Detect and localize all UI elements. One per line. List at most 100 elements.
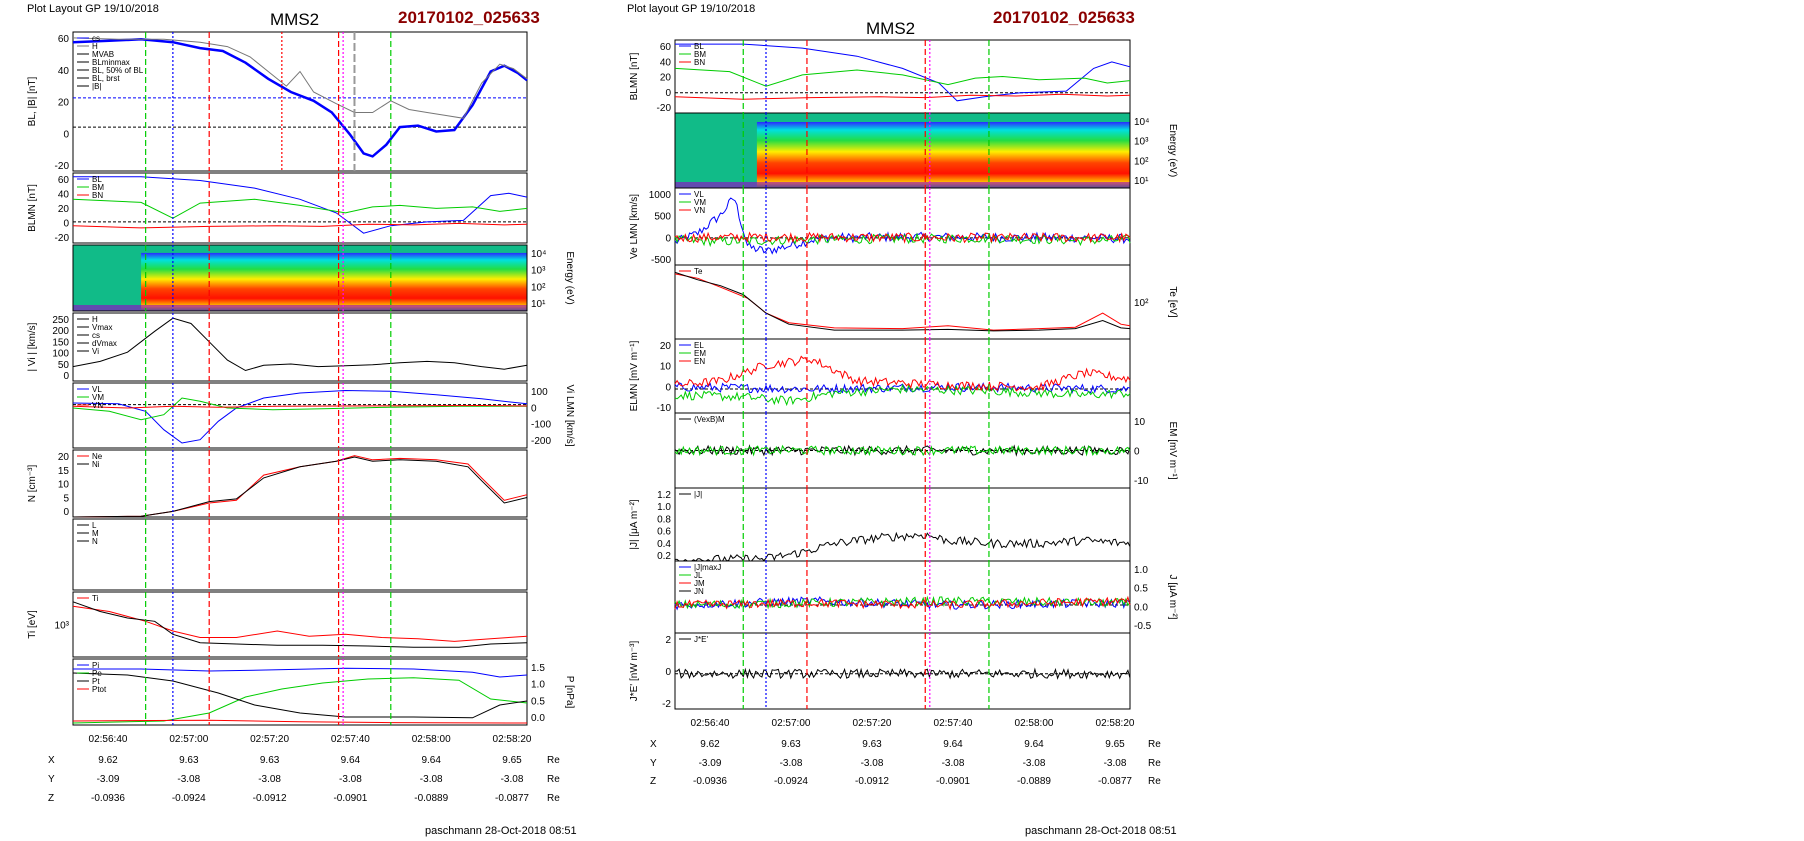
series-Pi (72, 677, 528, 724)
y-tick-label-right: -100 (531, 420, 551, 431)
ephemeris-row-label: Y (650, 758, 657, 769)
panel-frame (72, 172, 528, 244)
panel-empty-panel: LMN (72, 518, 528, 591)
y-tick-label-right: -10 (1134, 476, 1149, 487)
series-JL (674, 596, 1131, 611)
y-axis-label: J*E' [nW m⁻³] (629, 641, 640, 702)
panel-frame (72, 244, 528, 312)
ephemeris-value: -3.08 (501, 774, 524, 785)
y-tick-label-right: 10² (1134, 156, 1149, 167)
series-BL (675, 43, 1131, 102)
x-tick-label: 02:56:40 (691, 718, 730, 729)
y-tick-label: 1.0 (657, 502, 671, 513)
ephemeris-value: -3.08 (942, 758, 965, 769)
y-tick-label-right: 0.5 (531, 696, 545, 707)
y-tick-label-right: 1.0 (531, 680, 545, 691)
y-tick-label: 10³ (55, 621, 70, 632)
x-tick-label: 02:57:20 (250, 734, 289, 745)
panel-ion-spectrogram: 10⁴ 10³ 10² 10¹ Energy (eV) (72, 244, 575, 312)
ephemeris-value: -0.0901 (333, 793, 367, 804)
legend-label: Vi (92, 347, 99, 356)
ephemeris-value: 9.65 (502, 755, 522, 766)
panel-j-abs: 1.21.00.8 0.60.40.2 |J| [μA m⁻²] |J| (629, 487, 1131, 563)
y-axis-label: EM [mV m⁻¹] (1167, 421, 1178, 479)
y-tick-label-right: 0 (1134, 447, 1140, 458)
legend-label: Pi (92, 661, 99, 670)
y-axis-label: P [nPa] (564, 676, 575, 709)
series-VN (72, 404, 528, 409)
y-tick-label: -20 (55, 161, 70, 172)
y-tick-label: 10 (660, 362, 672, 373)
y-tick-label: 10 (58, 480, 70, 491)
legend-label: Pt (92, 677, 100, 686)
y-tick-label-right: 0 (531, 403, 537, 414)
y-tick-label: 1.2 (657, 490, 671, 501)
legend-label: Vmax (92, 323, 112, 332)
series-(VexB)M (674, 444, 1131, 457)
series-T (674, 271, 1131, 332)
ephemeris-row-label: Z (650, 776, 656, 787)
panel-frame (72, 382, 528, 449)
panel-electron-spectrogram: 10⁴ 10³ 10² 10¹ Energy (eV) (674, 112, 1178, 189)
y-tick-label: 20 (58, 452, 70, 463)
y-tick-label-right: 10² (531, 282, 546, 293)
series-BL (73, 176, 528, 234)
series-T (72, 601, 528, 648)
legend-label: N (92, 537, 98, 546)
ephemeris-value: -3.08 (861, 758, 884, 769)
y-tick-label: 100 (52, 349, 69, 360)
legend-label: (VexB)M (694, 415, 725, 424)
series-VN (674, 230, 1131, 244)
y-tick-label: 500 (654, 212, 671, 223)
ephemeris-row-label: X (48, 755, 55, 766)
legend-label: cs (92, 331, 100, 340)
y-tick-label: 5 (63, 493, 69, 504)
y-tick-label: 40 (660, 57, 672, 68)
legend-label: BN (694, 58, 705, 67)
legend-label: M (92, 529, 99, 538)
panel-frame (72, 449, 528, 518)
series-Pe (72, 672, 528, 719)
legend-label: BN (92, 191, 103, 200)
y-axis-label: J [μA m⁻²] (1167, 575, 1178, 620)
ephemeris-value: 9.64 (341, 755, 361, 766)
y-tick-label: 0.6 (657, 527, 671, 538)
ephemeris-value: 9.62 (700, 739, 720, 750)
ephemeris-value: -0.0889 (414, 793, 448, 804)
legend-label: VL (694, 190, 704, 199)
ephemeris-value: -0.0924 (774, 776, 808, 787)
series-T∥ (674, 273, 1131, 331)
ephemeris-value: 9.63 (179, 755, 199, 766)
y-axis-label: Ve LMN [km/s] (629, 194, 640, 259)
y-tick-label-right: 10⁴ (531, 249, 546, 260)
legend-label: EL (694, 341, 704, 350)
ephemeris-value: 9.63 (862, 739, 882, 750)
x-tick-label: 02:58:00 (1015, 718, 1054, 729)
panel-j-dot-e: 2 0 -2 J*E' [nW m⁻³] J*E' (629, 632, 1131, 710)
y-tick-label: 60 (58, 175, 70, 186)
legend-label: JM (694, 579, 705, 588)
orbit-id-right: 20170102_025633 (993, 8, 1135, 27)
legend-label: Ne (92, 452, 103, 461)
series-BM (674, 67, 1131, 87)
y-tick-label: 0.8 (657, 514, 671, 525)
ephemeris-value: 9.64 (421, 755, 441, 766)
y-tick-label: 0 (63, 507, 69, 518)
ephemeris-value: -3.08 (1104, 758, 1127, 769)
legend-label: BLminmax (92, 58, 130, 67)
ephemeris-value: -3.08 (258, 774, 281, 785)
legend-label: JL (694, 571, 703, 580)
panel-em: 10 0 -10 EM [mV m⁻¹] (VexB)M (674, 412, 1178, 489)
series-T∥ (72, 605, 528, 642)
panel-frame (72, 658, 528, 726)
y-tick-label-right: 10¹ (531, 299, 546, 310)
legend-label: BL, 50% of BL (92, 66, 144, 75)
y-tick-label: 0 (665, 667, 671, 678)
ephemeris-value: -0.0936 (91, 793, 125, 804)
y-tick-label: 0 (63, 219, 69, 230)
y-axis-label: N [cm⁻³] (27, 465, 38, 503)
